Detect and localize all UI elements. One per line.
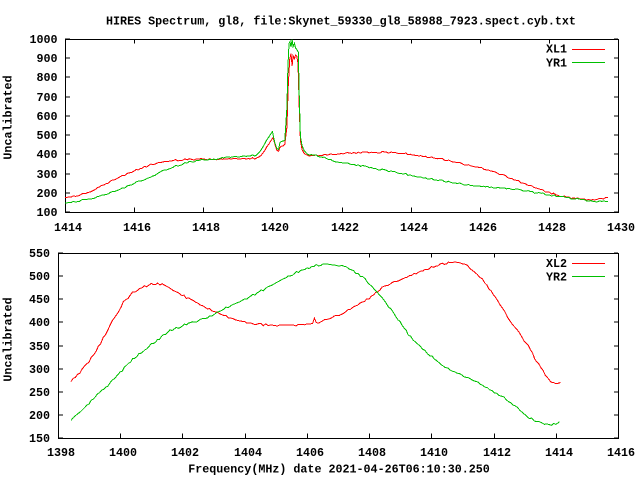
svg-text:Uncalibrated: Uncalibrated (2, 297, 16, 381)
svg-text:1430: 1430 (607, 221, 635, 235)
svg-text:1400: 1400 (109, 446, 137, 460)
svg-text:1000: 1000 (29, 33, 57, 47)
svg-text:400: 400 (29, 316, 50, 330)
svg-text:450: 450 (29, 293, 50, 307)
svg-text:1428: 1428 (538, 221, 566, 235)
svg-text:900: 900 (36, 52, 57, 66)
svg-text:1420: 1420 (261, 221, 289, 235)
svg-text:400: 400 (36, 148, 57, 162)
svg-text:1424: 1424 (400, 221, 428, 235)
svg-text:Frequency(MHz) date 2021-04-26: Frequency(MHz) date 2021-04-26T06:10:30.… (188, 463, 490, 477)
svg-text:1418: 1418 (192, 221, 220, 235)
svg-text:300: 300 (36, 168, 57, 182)
svg-text:1414: 1414 (545, 446, 573, 460)
svg-text:250: 250 (29, 386, 50, 400)
svg-text:550: 550 (29, 247, 50, 261)
svg-text:YR1: YR1 (546, 57, 567, 71)
svg-text:YR2: YR2 (546, 271, 567, 285)
svg-text:700: 700 (36, 91, 57, 105)
svg-text:350: 350 (29, 340, 50, 354)
svg-text:150: 150 (29, 432, 50, 446)
svg-text:1402: 1402 (171, 446, 199, 460)
svg-text:1410: 1410 (420, 446, 448, 460)
svg-text:1416: 1416 (607, 446, 635, 460)
svg-text:1416: 1416 (123, 221, 151, 235)
svg-text:500: 500 (29, 270, 50, 284)
svg-text:1412: 1412 (483, 446, 511, 460)
svg-text:HIRES Spectrum, gl8, file:Skyn: HIRES Spectrum, gl8, file:Skynet_59330_g… (106, 15, 576, 29)
svg-text:XL1: XL1 (546, 43, 567, 57)
svg-text:500: 500 (36, 129, 57, 143)
svg-text:1406: 1406 (296, 446, 324, 460)
svg-text:200: 200 (36, 187, 57, 201)
svg-text:800: 800 (36, 71, 57, 85)
svg-text:1426: 1426 (469, 221, 497, 235)
svg-text:600: 600 (36, 110, 57, 124)
svg-text:200: 200 (29, 409, 50, 423)
svg-text:100: 100 (36, 206, 57, 220)
svg-text:1414: 1414 (54, 221, 82, 235)
svg-text:1398: 1398 (47, 446, 75, 460)
svg-text:300: 300 (29, 363, 50, 377)
svg-text:Uncalibrated: Uncalibrated (2, 75, 16, 159)
svg-text:1404: 1404 (234, 446, 262, 460)
svg-text:1422: 1422 (331, 221, 359, 235)
svg-text:XL2: XL2 (546, 257, 567, 271)
svg-text:1408: 1408 (358, 446, 386, 460)
